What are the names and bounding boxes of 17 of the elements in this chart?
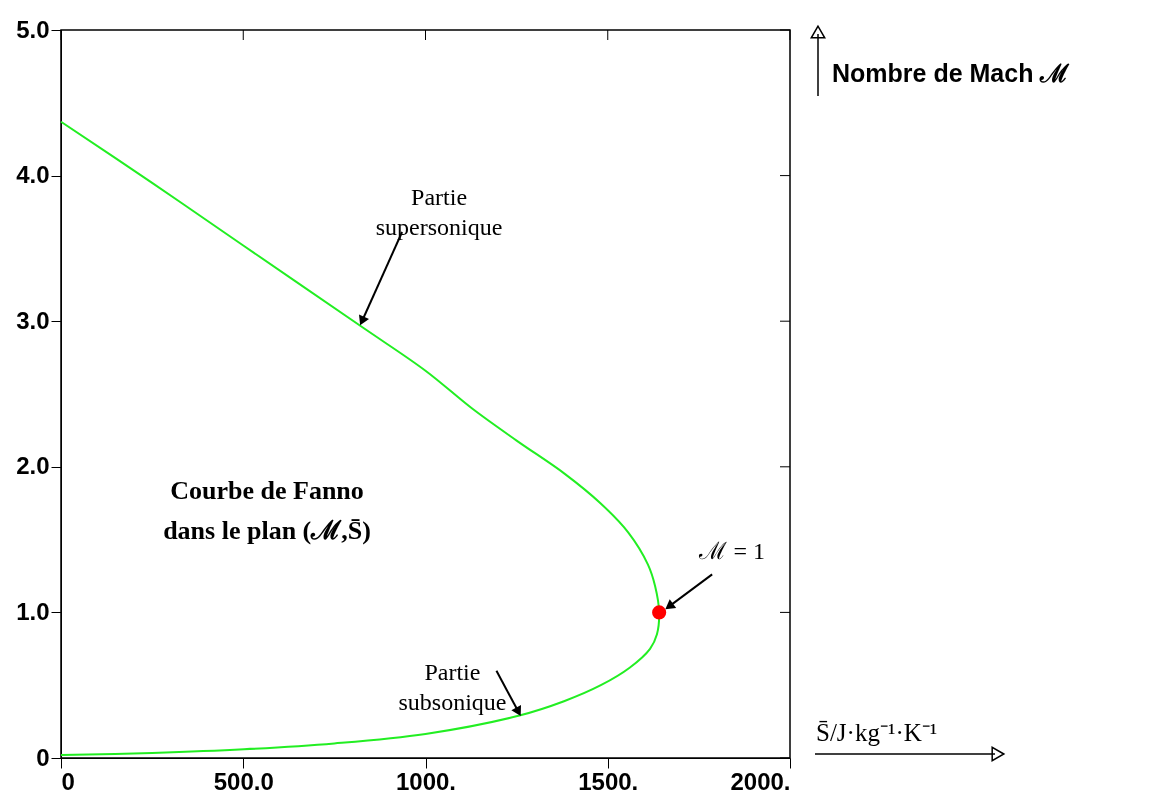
y-axis-title: Nombre de Mach ℳ	[832, 59, 1071, 87]
x-tick-label: 2000.	[730, 767, 791, 795]
y-tick-label: 4.0	[16, 161, 50, 189]
annotation: ℳ = 1	[698, 538, 765, 565]
x-tick-label: 1000.	[395, 767, 457, 795]
annotation: Courbe de Fanno dans le plan (ℳ,S̄)	[163, 476, 371, 545]
x-tick-label: 1500.	[578, 767, 639, 795]
x-axis-title: S̄/J·kg⁻¹·K⁻¹	[816, 719, 938, 746]
annotation: Partie supersonique	[375, 184, 503, 241]
annotation: Partie subsonique	[398, 658, 507, 715]
y-tick-label: 2.0	[16, 452, 50, 480]
x-tick-label: 500.0	[213, 767, 274, 795]
x-tick-label: 0	[61, 767, 75, 795]
y-tick-label: 5.0	[16, 15, 50, 43]
y-tick-label: 3.0	[16, 306, 50, 334]
y-tick-label: 0	[36, 743, 50, 771]
y-tick-label: 1.0	[16, 597, 50, 625]
